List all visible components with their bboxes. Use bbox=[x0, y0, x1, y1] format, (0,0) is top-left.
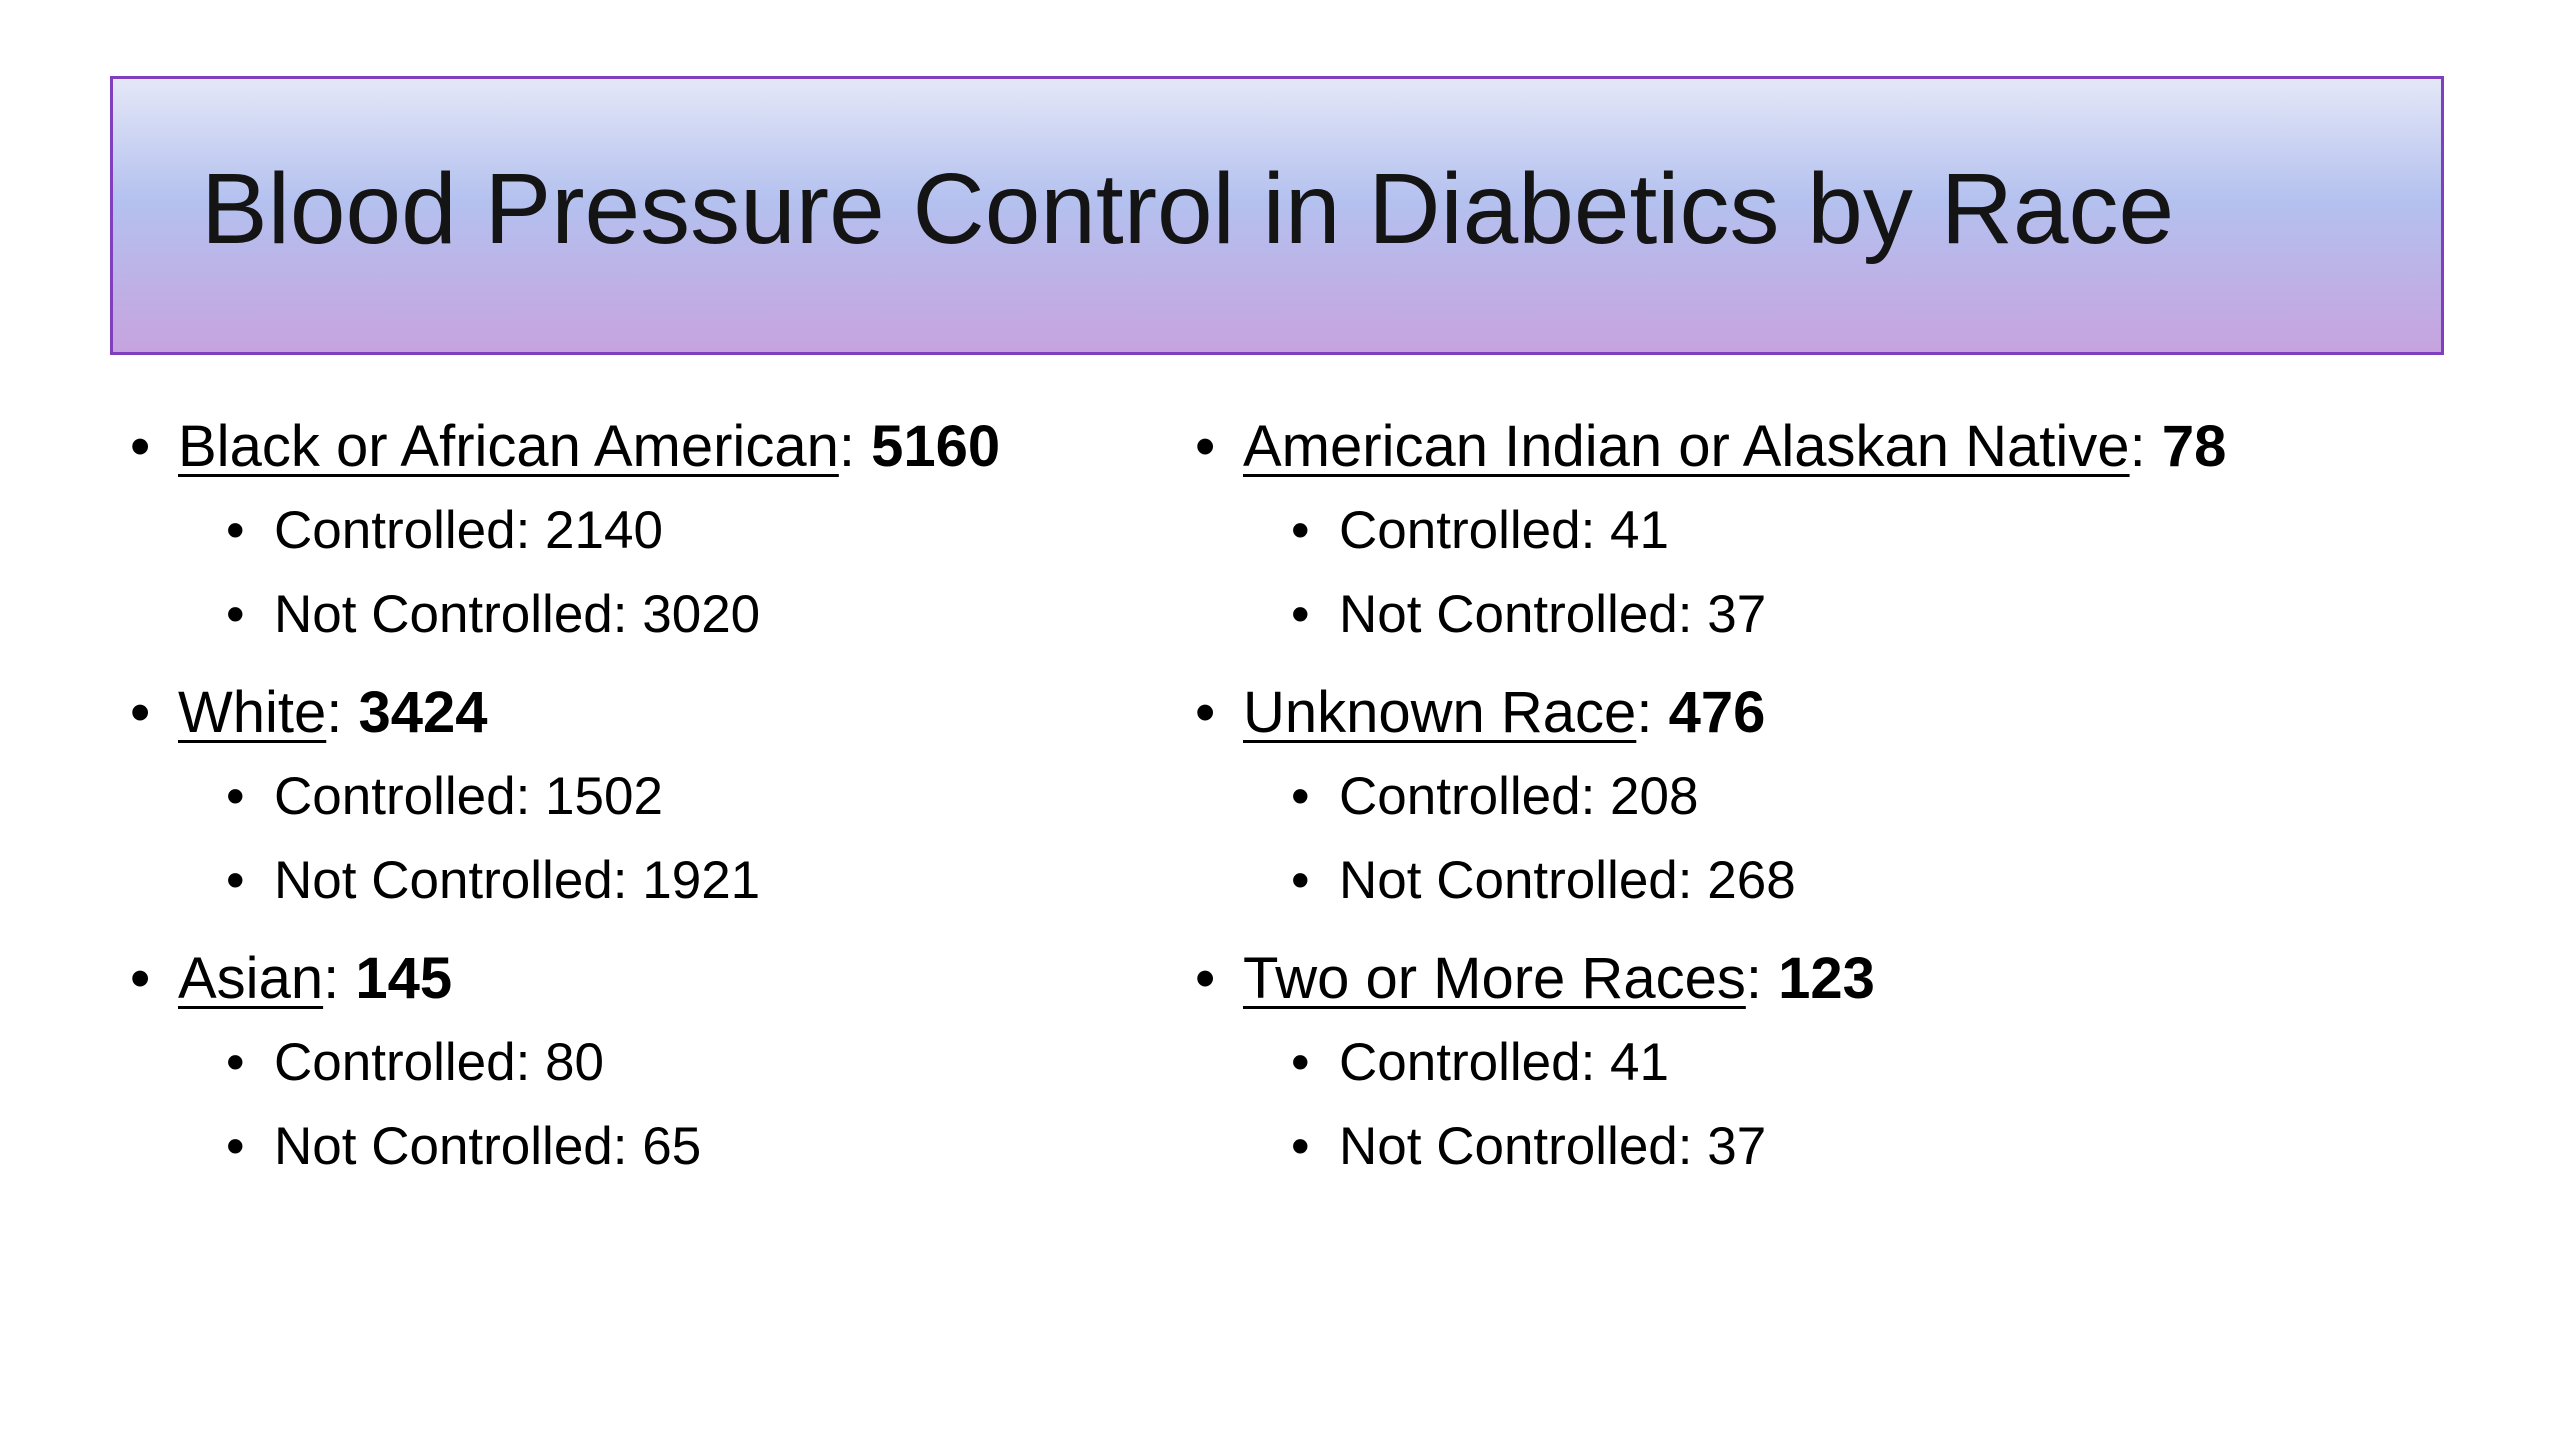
race-group: • Black or African American: 5160 • Contro… bbox=[130, 405, 1170, 657]
controlled-item: • Controlled: 41 bbox=[1195, 489, 2235, 573]
controlled-label: Controlled: bbox=[274, 1033, 531, 1092]
not-controlled-value: 65 bbox=[642, 1117, 702, 1176]
colon: : bbox=[326, 680, 343, 745]
not-controlled-label: Not Controlled: bbox=[274, 585, 628, 644]
not-controlled-item: • Not Controlled: 1921 bbox=[130, 839, 1170, 923]
colon: : bbox=[323, 946, 340, 1011]
not-controlled-item: • Not Controlled: 65 bbox=[130, 1105, 1170, 1189]
race-group: • Unknown Race: 476 • Controlled: 208 • Not… bbox=[1195, 671, 2235, 923]
not-controlled-value: 268 bbox=[1707, 851, 1796, 910]
bullet-icon: • bbox=[1291, 1117, 1310, 1176]
colon: : bbox=[1745, 946, 1762, 1011]
controlled-value: 208 bbox=[1610, 767, 1699, 826]
controlled-label: Controlled: bbox=[1339, 501, 1596, 560]
not-controlled-value: 1921 bbox=[642, 851, 761, 910]
colon: : bbox=[1636, 680, 1653, 745]
not-controlled-item: • Not Controlled: 37 bbox=[1195, 573, 2235, 657]
race-item: • American Indian or Alaskan Native: 78 bbox=[1195, 405, 2235, 489]
controlled-item: • Controlled: 208 bbox=[1195, 755, 2235, 839]
bullet-icon: • bbox=[1195, 946, 1216, 1011]
bullet-icon: • bbox=[1291, 501, 1310, 560]
bullet-icon: • bbox=[226, 501, 245, 560]
not-controlled-item: • Not Controlled: 268 bbox=[1195, 839, 2235, 923]
race-name: White bbox=[178, 680, 327, 745]
bullet-icon: • bbox=[1195, 414, 1216, 479]
controlled-item: • Controlled: 80 bbox=[130, 1021, 1170, 1105]
not-controlled-item: • Not Controlled: 3020 bbox=[130, 573, 1170, 657]
bullet-icon: • bbox=[1291, 767, 1310, 826]
bullet-icon: • bbox=[226, 851, 245, 910]
not-controlled-item: • Not Controlled: 37 bbox=[1195, 1105, 2235, 1189]
race-total: 78 bbox=[2161, 414, 2227, 479]
controlled-label: Controlled: bbox=[274, 767, 531, 826]
race-total: 123 bbox=[1778, 946, 1875, 1011]
controlled-value: 41 bbox=[1610, 1033, 1669, 1092]
bullet-icon: • bbox=[1291, 585, 1310, 644]
bullet-icon: • bbox=[226, 585, 245, 644]
colon: : bbox=[838, 414, 855, 479]
left-column: • Black or African American: 5160 • Contro… bbox=[130, 405, 1170, 1203]
race-item: • Asian: 145 bbox=[130, 937, 1170, 1021]
controlled-label: Controlled: bbox=[1339, 1033, 1596, 1092]
not-controlled-label: Not Controlled: bbox=[1339, 1117, 1693, 1176]
controlled-value: 2140 bbox=[545, 501, 663, 560]
race-name: Unknown Race bbox=[1243, 680, 1637, 745]
controlled-label: Controlled: bbox=[1339, 767, 1596, 826]
race-item: • Black or African American: 5160 bbox=[130, 405, 1170, 489]
not-controlled-value: 3020 bbox=[642, 585, 761, 644]
right-column: • American Indian or Alaskan Native: 78 •… bbox=[1195, 405, 2235, 1203]
race-name: Two or More Races bbox=[1243, 946, 1746, 1011]
not-controlled-label: Not Controlled: bbox=[1339, 585, 1693, 644]
race-total: 3424 bbox=[358, 680, 488, 745]
bullet-icon: • bbox=[130, 946, 151, 1011]
bullet-icon: • bbox=[130, 680, 151, 745]
not-controlled-value: 37 bbox=[1707, 1117, 1767, 1176]
not-controlled-value: 37 bbox=[1707, 585, 1767, 644]
controlled-label: Controlled: bbox=[274, 501, 531, 560]
bullet-icon: • bbox=[1291, 851, 1310, 910]
colon: : bbox=[2129, 414, 2146, 479]
race-group: • Two or More Races: 123 • Controlled: 41 … bbox=[1195, 937, 2235, 1189]
controlled-value: 1502 bbox=[545, 767, 663, 826]
bullet-icon: • bbox=[226, 767, 245, 826]
race-group: • American Indian or Alaskan Native: 78 •… bbox=[1195, 405, 2235, 657]
race-group: • Asian: 145 • Controlled: 80 • Not Control… bbox=[130, 937, 1170, 1189]
race-total: 5160 bbox=[871, 414, 1001, 479]
race-name: American Indian or Alaskan Native bbox=[1243, 414, 2130, 479]
not-controlled-label: Not Controlled: bbox=[1339, 851, 1693, 910]
not-controlled-label: Not Controlled: bbox=[274, 1117, 628, 1176]
controlled-item: • Controlled: 2140 bbox=[130, 489, 1170, 573]
slide-title: Blood Pressure Control in Diabetics by R… bbox=[201, 153, 2175, 265]
bullet-icon: • bbox=[1195, 680, 1216, 745]
bullet-icon: • bbox=[226, 1033, 245, 1092]
bullet-icon: • bbox=[1291, 1033, 1310, 1092]
controlled-item: • Controlled: 1502 bbox=[130, 755, 1170, 839]
race-item: • White: 3424 bbox=[130, 671, 1170, 755]
race-total: 476 bbox=[1668, 680, 1766, 745]
controlled-value: 41 bbox=[1610, 501, 1669, 560]
race-name: Asian bbox=[178, 946, 324, 1011]
race-group: • White: 3424 • Controlled: 1502 • Not Cont… bbox=[130, 671, 1170, 923]
bullet-icon: • bbox=[130, 414, 151, 479]
race-item: • Unknown Race: 476 bbox=[1195, 671, 2235, 755]
controlled-value: 80 bbox=[545, 1033, 604, 1092]
not-controlled-label: Not Controlled: bbox=[274, 851, 628, 910]
title-banner: Blood Pressure Control in Diabetics by R… bbox=[110, 76, 2444, 355]
race-item: • Two or More Races: 123 bbox=[1195, 937, 2235, 1021]
bullet-icon: • bbox=[226, 1117, 245, 1176]
controlled-item: • Controlled: 41 bbox=[1195, 1021, 2235, 1105]
race-name: Black or African American bbox=[178, 414, 839, 479]
race-total: 145 bbox=[355, 946, 453, 1011]
